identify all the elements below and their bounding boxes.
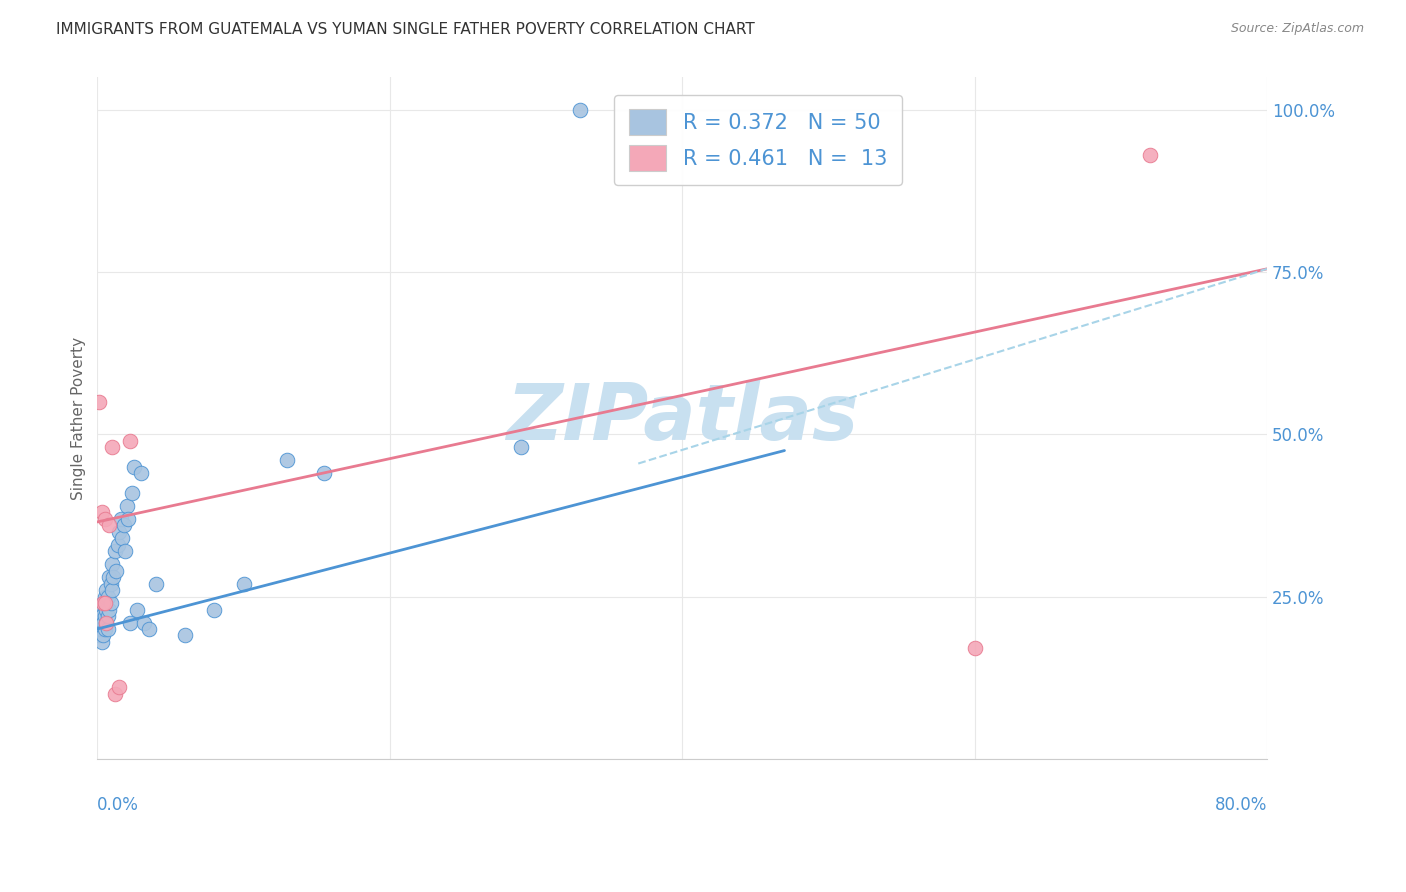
Text: 0.0%: 0.0% (97, 797, 139, 814)
Point (90, 635, 112, 649)
Point (107, 538, 129, 552)
Point (93, 622, 115, 636)
Point (121, 485, 143, 500)
Point (963, 641, 986, 656)
Point (138, 622, 160, 636)
Point (129, 467, 152, 481)
Point (103, 570, 125, 584)
Point (98, 518, 121, 533)
Point (112, 518, 135, 533)
Point (91, 615, 114, 630)
Point (90, 505, 112, 519)
Point (104, 544, 127, 558)
Point (91, 596, 114, 610)
Point (117, 511, 139, 525)
Text: 80.0%: 80.0% (1215, 797, 1267, 814)
Point (101, 583, 124, 598)
Text: ZIPatlas: ZIPatlas (506, 380, 858, 456)
Point (100, 596, 122, 610)
Point (114, 544, 136, 558)
Point (568, 103, 591, 117)
Point (98, 570, 121, 584)
Point (125, 602, 148, 616)
Point (93, 511, 115, 525)
Point (510, 440, 533, 454)
Text: Source: ZipAtlas.com: Source: ZipAtlas.com (1230, 22, 1364, 36)
Point (232, 576, 254, 591)
Point (1139, 148, 1161, 162)
Point (118, 434, 141, 448)
Point (122, 459, 145, 474)
Point (97, 609, 120, 624)
Point (110, 511, 132, 525)
Point (134, 615, 156, 630)
Point (115, 499, 138, 513)
Point (118, 615, 141, 630)
Point (87, 395, 110, 409)
Point (93, 596, 115, 610)
Point (145, 576, 167, 591)
Point (105, 564, 128, 578)
Point (94, 583, 117, 598)
Point (101, 557, 124, 571)
Point (101, 440, 124, 454)
Point (97, 622, 120, 636)
Point (90, 622, 112, 636)
Legend: R = 0.372   N = 50, R = 0.461   N =  13: R = 0.372 N = 50, R = 0.461 N = 13 (614, 95, 903, 185)
Point (97, 590, 120, 604)
Point (94, 615, 117, 630)
Point (104, 687, 127, 701)
Point (202, 602, 225, 616)
Point (89, 609, 111, 624)
Point (276, 453, 298, 467)
Point (94, 615, 117, 630)
Text: IMMIGRANTS FROM GUATEMALA VS YUMAN SINGLE FATHER POVERTY CORRELATION CHART: IMMIGRANTS FROM GUATEMALA VS YUMAN SINGL… (56, 22, 755, 37)
Point (90, 609, 112, 624)
Point (111, 531, 134, 545)
Point (93, 609, 115, 624)
Point (98, 602, 121, 616)
Point (91, 628, 114, 642)
Point (108, 681, 131, 695)
Point (94, 602, 117, 616)
Point (87, 628, 110, 642)
Point (108, 524, 131, 539)
Point (89, 622, 111, 636)
Point (100, 576, 122, 591)
Y-axis label: Single Father Poverty: Single Father Poverty (72, 336, 86, 500)
Point (93, 590, 115, 604)
Point (312, 467, 335, 481)
Point (91, 596, 114, 610)
Point (174, 628, 197, 642)
